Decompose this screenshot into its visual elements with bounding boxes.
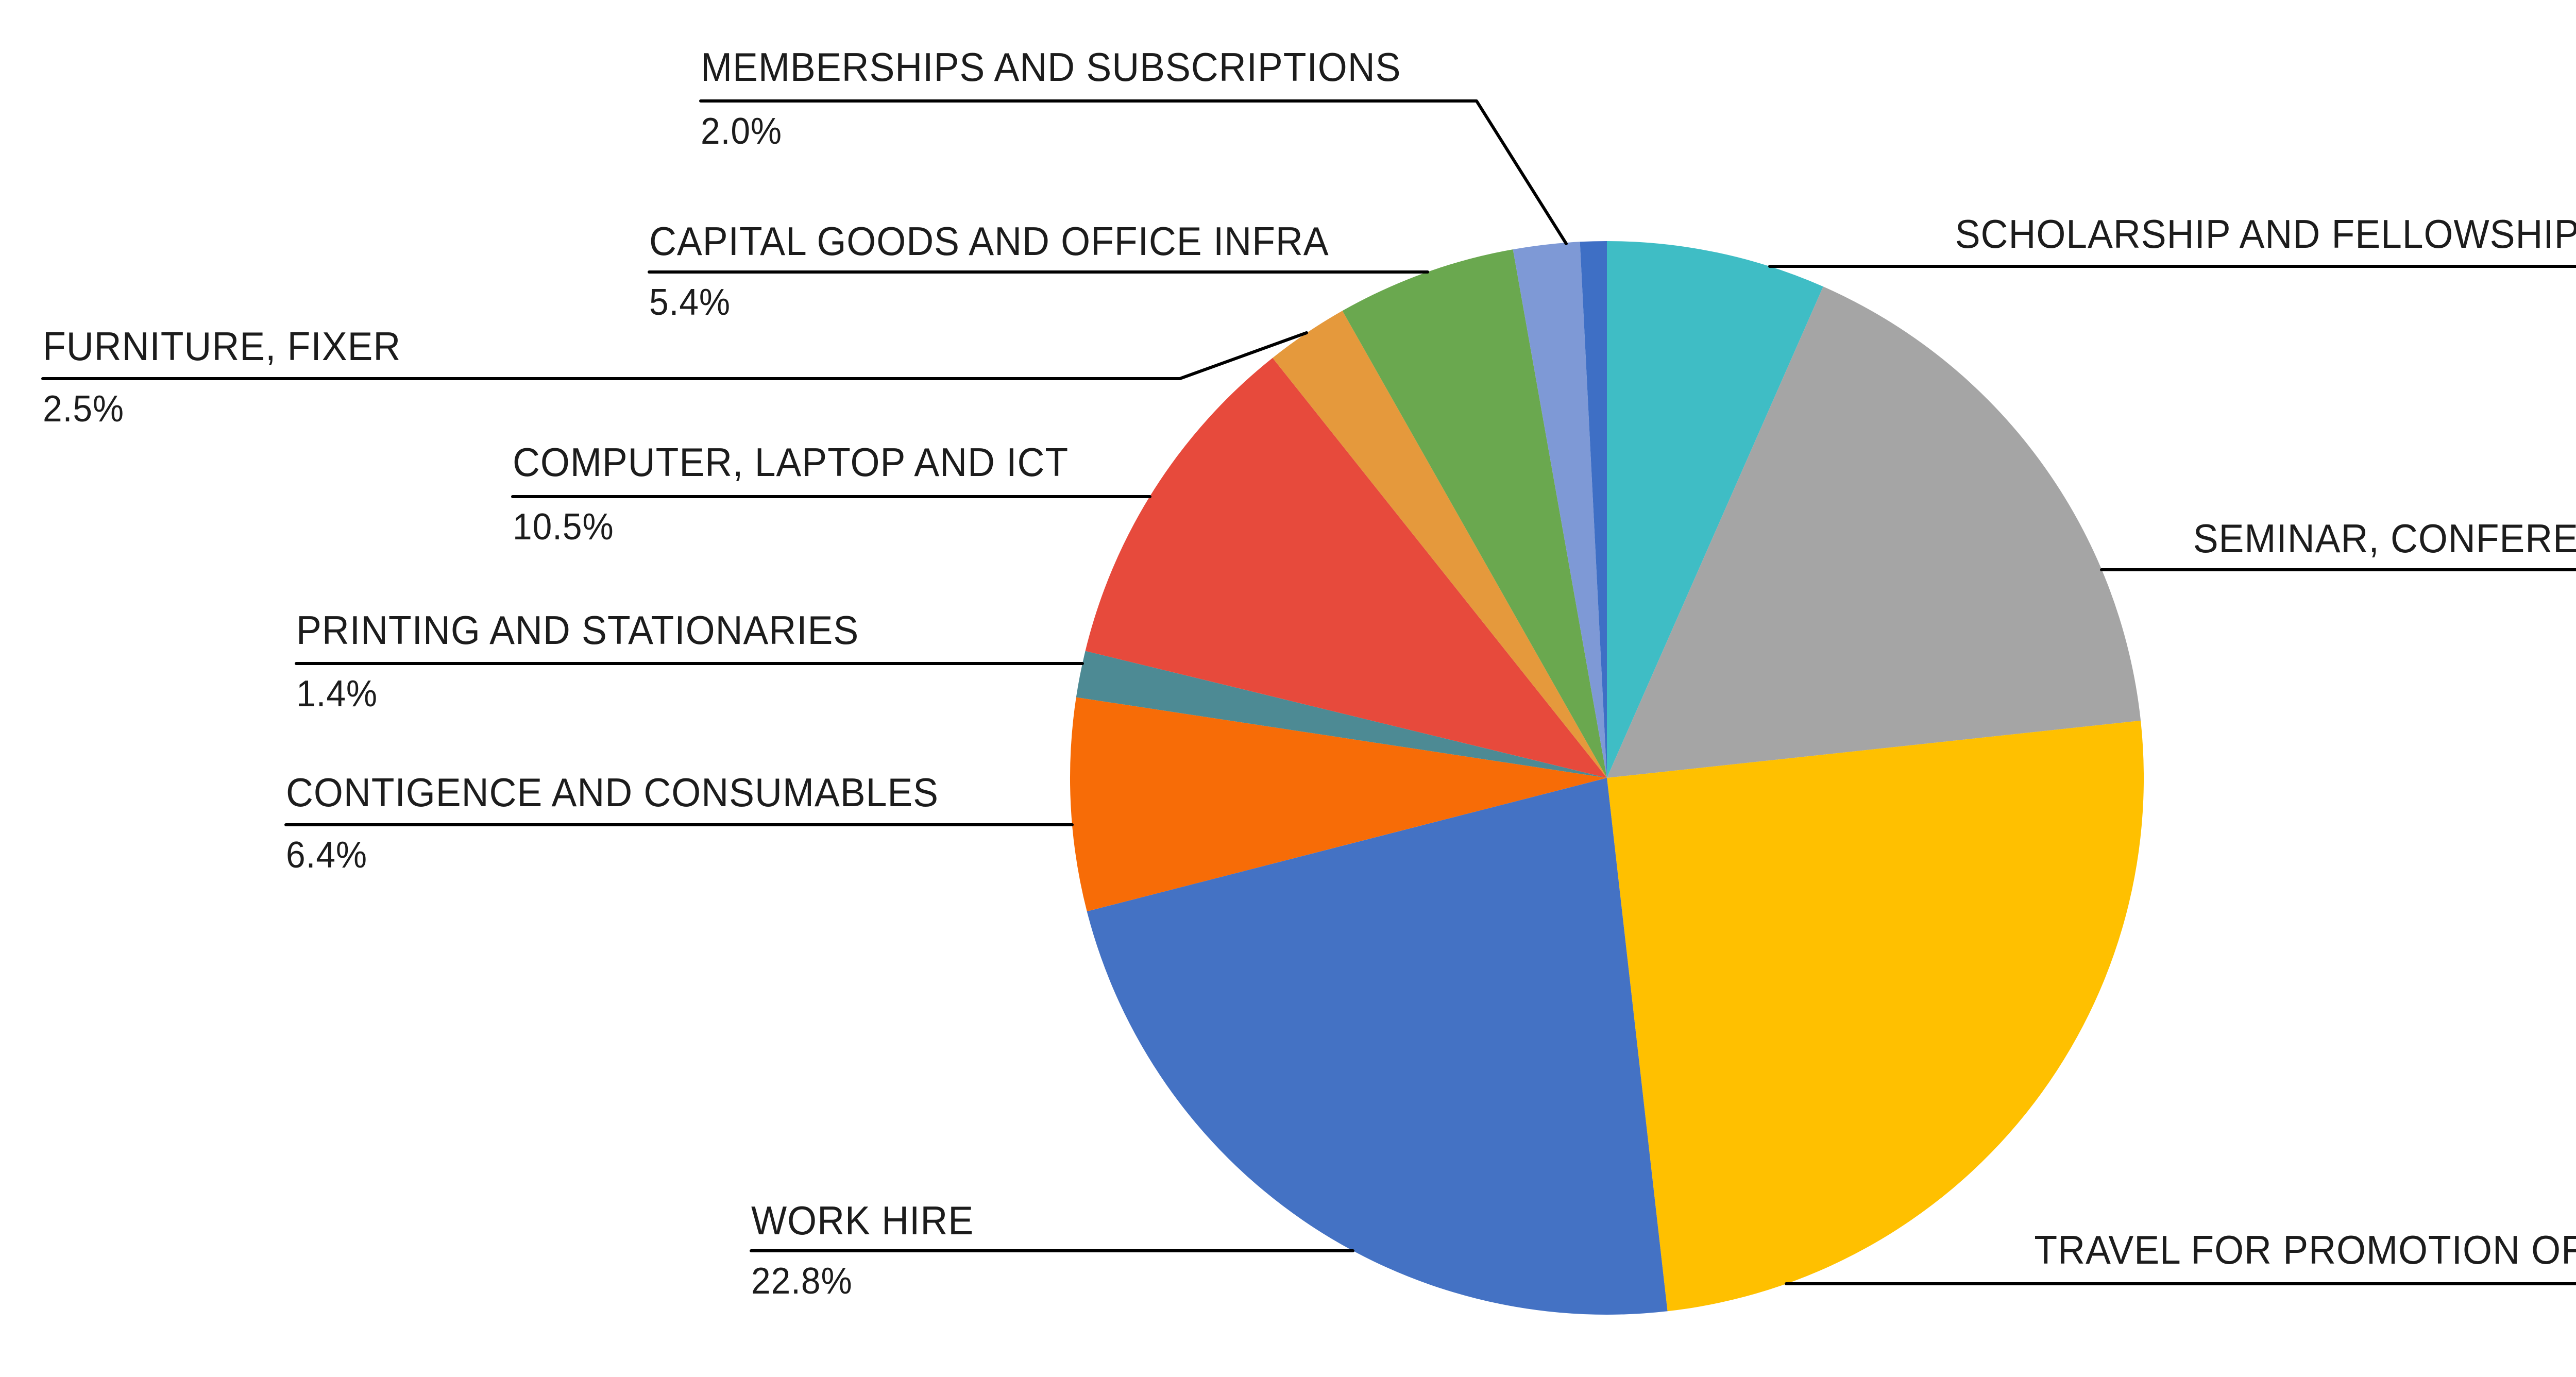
slice-label-2: TRAVEL FOR PROMOTION OF INTERNATIONAL RE…: [2034, 1227, 2576, 1272]
pie-slice-1[interactable]: [1607, 286, 2141, 778]
pie-slice-5[interactable]: [1076, 651, 1607, 778]
pie-slice-7[interactable]: [1273, 311, 1607, 778]
pie-slice-9[interactable]: [1513, 242, 1607, 778]
slice-label-4: CONTIGENCE AND CONSUMABLES: [286, 770, 939, 815]
pie-slice-2[interactable]: [1607, 720, 2144, 1312]
slice-label-5: PRINTING AND STATIONARIES: [296, 607, 859, 653]
slice-percent-6: 10.5%: [513, 506, 614, 548]
slice-label-7: FURNITURE, FIXER: [43, 324, 401, 369]
pie-slice-6[interactable]: [1085, 358, 1607, 778]
pie-slice-4[interactable]: [1070, 697, 1607, 912]
pie-slice-0[interactable]: [1607, 241, 1823, 778]
leader-line-9: [699, 99, 1568, 245]
pie-slice-10[interactable]: [1580, 241, 1607, 778]
pie-slice-8[interactable]: [1342, 249, 1607, 778]
slice-percent-7: 2.5%: [43, 388, 125, 430]
slice-percent-5: 1.4%: [296, 673, 378, 715]
leader-line-7: [41, 331, 1308, 380]
slice-percent-3: 22.8%: [751, 1261, 853, 1302]
slice-percent-4: 6.4%: [286, 835, 368, 876]
slice-label-8: CAPITAL GOODS AND OFFICE INFRA: [649, 218, 1329, 264]
slice-label-1: SEMINAR, CONFERENCE, EVENTS AND DELE...: [2193, 516, 2576, 561]
slice-label-9: MEMBERSHIPS AND SUBSCRIPTIONS: [701, 44, 1401, 90]
slice-percent-9: 2.0%: [701, 111, 783, 152]
pie-slice-3[interactable]: [1087, 778, 1668, 1315]
slice-label-0: SCHOLARSHIP AND FELLOWSHIP, AWARDS, REWA…: [1955, 211, 2576, 257]
slice-percent-8: 5.4%: [649, 282, 731, 323]
slice-label-3: WORK HIRE: [751, 1198, 974, 1243]
slice-label-6: COMPUTER, LAPTOP AND ICT: [513, 439, 1069, 485]
